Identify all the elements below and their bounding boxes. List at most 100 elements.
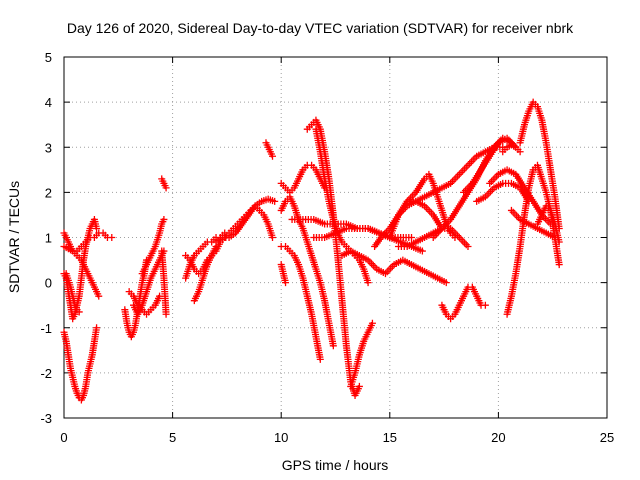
data-point xyxy=(555,238,563,246)
data-point xyxy=(75,308,83,316)
data-point-fill xyxy=(338,299,350,348)
data-point-fill xyxy=(423,190,435,200)
data-point-fill xyxy=(345,224,359,232)
data-point xyxy=(364,279,372,287)
data-point-fill xyxy=(152,294,162,307)
data-point-fill xyxy=(387,213,402,239)
series-arc5 xyxy=(62,270,83,316)
data-point-fill xyxy=(439,303,449,316)
y-axis-label: SDTVAR / TECUs xyxy=(6,181,22,293)
data-point-fill xyxy=(457,190,471,208)
data-point-fill xyxy=(83,267,93,280)
data-point-fill xyxy=(434,195,445,212)
data-point-fill xyxy=(539,204,549,217)
series-arc37 xyxy=(516,98,563,232)
data-point-fill xyxy=(521,109,532,126)
data-point xyxy=(271,197,279,205)
data-point-fill xyxy=(144,254,154,266)
data-point-fill xyxy=(356,224,369,232)
series-arc9 xyxy=(138,215,168,278)
data-point-fill xyxy=(448,172,462,186)
data-point-fill xyxy=(483,186,496,199)
data-point-fill xyxy=(352,385,362,397)
data-point-fill xyxy=(84,227,94,239)
data-point xyxy=(93,224,101,232)
data-point-fill xyxy=(65,279,74,289)
data-point-fill xyxy=(535,213,545,226)
series-arc1 xyxy=(60,324,101,404)
data-point-fill xyxy=(397,243,408,251)
data-point-fill xyxy=(365,321,375,334)
data-point-fill xyxy=(69,294,78,307)
data-point-fill xyxy=(478,154,492,172)
data-point xyxy=(282,279,290,287)
data-point-fill xyxy=(63,272,72,282)
data-point-fill xyxy=(191,290,202,302)
series-arc39 xyxy=(533,202,563,246)
y-tick-label: 2 xyxy=(45,185,52,200)
data-point xyxy=(316,355,324,363)
data-point-fill xyxy=(475,194,487,204)
data-point-fill xyxy=(91,218,100,230)
data-point-fill xyxy=(325,321,337,348)
data-point-fill xyxy=(61,231,71,244)
data-point-fill xyxy=(61,331,70,343)
data-point-fill xyxy=(312,216,326,227)
data-point-fill xyxy=(401,257,413,267)
data-point-fill xyxy=(466,154,479,167)
data-point-fill xyxy=(349,248,361,258)
data-point-fill xyxy=(347,371,358,388)
data-point-fill xyxy=(261,213,271,226)
data-point-fill xyxy=(448,226,462,240)
data-point-fill xyxy=(278,263,287,275)
data-point-fill xyxy=(356,258,367,271)
data-point-fill xyxy=(440,180,452,191)
data-point-fill xyxy=(538,118,550,144)
data-point-fill xyxy=(124,321,133,334)
data-point-fill xyxy=(187,258,197,271)
x-axis-label: GPS time / hours xyxy=(282,457,389,473)
data-point-fill xyxy=(405,239,418,249)
data-point-fill xyxy=(299,276,311,298)
data-point xyxy=(464,243,472,251)
data-point-fill xyxy=(340,248,353,258)
data-point-fill xyxy=(406,197,417,205)
series-arc25 xyxy=(347,319,376,390)
data-point-fill xyxy=(399,234,413,241)
data-point-fill xyxy=(148,267,158,280)
data-point-fill xyxy=(204,254,215,266)
y-tick-label: 5 xyxy=(45,50,52,65)
data-point-fill xyxy=(89,340,98,357)
data-point-fill xyxy=(335,231,345,244)
data-point-fill xyxy=(148,245,158,257)
data-point-fill xyxy=(366,225,381,236)
data-point xyxy=(329,342,337,350)
data-point-fill xyxy=(414,235,426,245)
data-point xyxy=(442,279,450,287)
data-point-fill xyxy=(295,263,306,280)
data-point-fill xyxy=(358,253,370,263)
data-point-fill xyxy=(239,213,251,226)
data-point-fill xyxy=(152,231,163,248)
data-point xyxy=(162,310,170,318)
data-point-fill xyxy=(504,294,515,316)
data-point-fill xyxy=(508,272,519,298)
data-point-fill xyxy=(334,225,348,236)
data-point-fill xyxy=(78,258,89,271)
x-tick-label: 25 xyxy=(600,430,614,445)
series-arc27 xyxy=(371,197,446,251)
data-point-fill xyxy=(312,234,326,241)
data-point-fill xyxy=(302,215,315,223)
data-point-fill xyxy=(227,230,237,240)
data-point-fill xyxy=(356,340,367,357)
data-point-fill xyxy=(72,385,80,395)
data-marks xyxy=(60,98,563,404)
series-arc18 xyxy=(277,193,337,350)
x-tick-label: 15 xyxy=(383,430,397,445)
data-point-fill xyxy=(372,235,384,249)
data-point-fill xyxy=(308,254,319,271)
data-point-fill xyxy=(317,281,328,302)
series-arc10 xyxy=(158,175,170,192)
data-point-fill xyxy=(312,335,324,361)
